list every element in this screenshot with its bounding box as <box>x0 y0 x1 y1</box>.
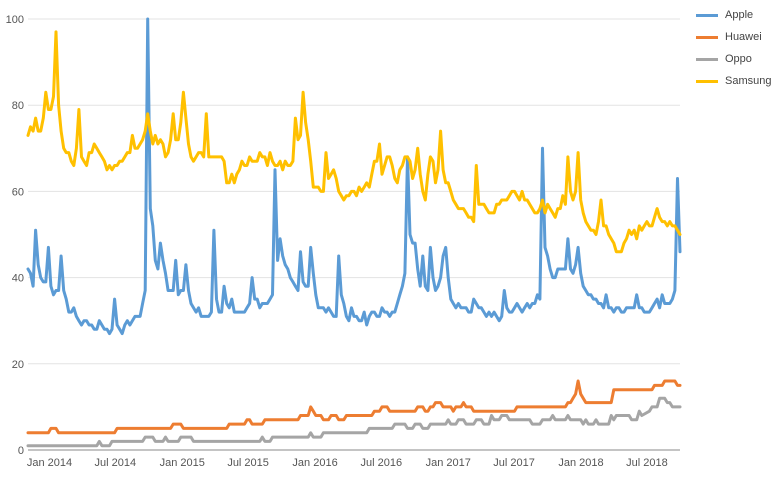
series-line-huawei <box>26 379 682 435</box>
y-tick-label: 60 <box>12 186 24 198</box>
legend-swatch <box>696 35 718 39</box>
x-tick-label: Jul 2014 <box>95 457 137 469</box>
x-tick-label: Jul 2017 <box>493 457 535 469</box>
legend-swatch <box>696 79 718 83</box>
legend-label: Apple <box>725 9 754 21</box>
x-tick-label: Jul 2015 <box>227 457 269 469</box>
x-tick-label: Jul 2016 <box>360 457 402 469</box>
x-tick-label: Jan 2016 <box>292 457 337 469</box>
x-tick-label: Jan 2018 <box>558 457 603 469</box>
series-line-oppo <box>26 396 682 448</box>
legend-item-huawei[interactable]: Huawei <box>696 26 780 48</box>
legend-item-apple[interactable]: Apple <box>696 4 780 26</box>
legend-label: Samsung <box>725 75 772 87</box>
legend-item-oppo[interactable]: Oppo <box>696 48 780 70</box>
y-tick-label: 80 <box>12 100 24 112</box>
legend-label: Huawei <box>725 31 762 43</box>
y-axis-ticks: 0 20 40 60 80 100 <box>6 14 24 457</box>
legend-label: Oppo <box>725 53 752 65</box>
legend: Apple Huawei Oppo Samsung <box>696 4 780 92</box>
y-tick-label: 0 <box>18 445 24 457</box>
legend-swatch <box>696 57 718 61</box>
series-line-apple <box>26 17 682 336</box>
x-tick-label: Jul 2018 <box>626 457 668 469</box>
x-axis-ticks: Jan 2014 Jul 2014 Jan 2015 Jul 2015 Jan 2016… <box>27 457 668 469</box>
y-tick-label: 100 <box>6 14 24 26</box>
x-tick-label: Jan 2017 <box>426 457 471 469</box>
x-tick-label: Jan 2015 <box>160 457 205 469</box>
x-tick-label: Jan 2014 <box>27 457 72 469</box>
gridlines <box>28 18 680 451</box>
legend-item-samsung[interactable]: Samsung <box>696 70 780 92</box>
series-lines <box>26 17 682 448</box>
y-tick-label: 20 <box>12 359 24 371</box>
y-tick-label: 40 <box>12 273 24 285</box>
series-line-samsung <box>26 30 682 254</box>
legend-swatch <box>696 13 718 17</box>
